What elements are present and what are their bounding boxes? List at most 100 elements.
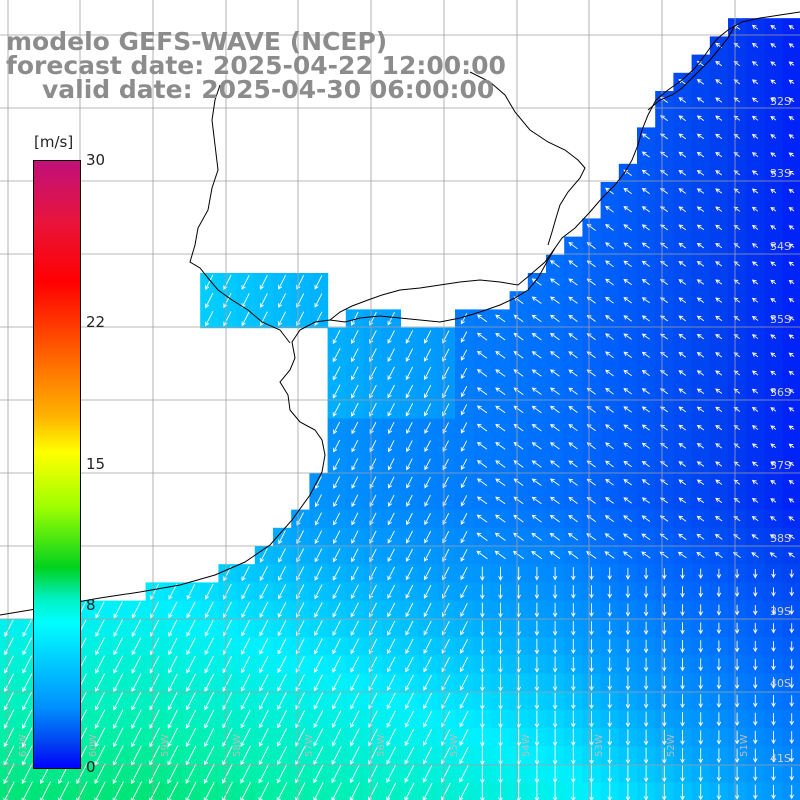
wind-arrow [734, 658, 740, 671]
wind-arrow [696, 79, 705, 85]
wind-arrow [715, 170, 723, 176]
wind-arrow [460, 530, 468, 544]
wind-arrow [277, 620, 287, 637]
wind-arrow [607, 747, 612, 765]
wind-arrow [405, 548, 414, 563]
wind-arrow [696, 133, 705, 140]
wind-arrow [770, 206, 777, 212]
wind-arrow [259, 674, 269, 692]
wind-arrow [788, 279, 795, 285]
wind-arrow [552, 584, 558, 600]
wind-arrow [424, 422, 431, 434]
wind-arrow [314, 293, 323, 308]
wind-arrow [531, 514, 542, 523]
wind-arrow [734, 568, 740, 579]
wind-arrow [715, 151, 723, 158]
wind-arrow [696, 515, 705, 522]
wind-arrow [678, 388, 687, 395]
wind-arrow [788, 389, 795, 394]
wind-arrow [513, 532, 524, 541]
wind-arrow [753, 658, 758, 671]
wind-arrow [423, 584, 432, 599]
wind-arrow [498, 728, 503, 747]
wind-arrow [222, 673, 233, 692]
wind-arrow [460, 476, 468, 489]
wind-arrow [605, 205, 614, 213]
wind-arrow [516, 602, 521, 618]
wind-arrow [95, 655, 105, 674]
wind-arrow [789, 731, 794, 745]
wind-arrow [607, 621, 612, 636]
wind-arrow [422, 746, 433, 765]
wind-arrow [94, 763, 106, 785]
wind-arrow [769, 552, 777, 558]
wind-arrow [641, 333, 650, 340]
wind-cell [782, 91, 800, 110]
wind-arrow [22, 691, 33, 711]
wind-arrow [623, 424, 632, 431]
wind-arrow [130, 781, 143, 800]
wind-arrow [423, 403, 432, 417]
wind-arrow [751, 388, 759, 394]
wind-arrow [185, 709, 197, 729]
wind-arrow [368, 656, 378, 673]
wind-arrow [76, 781, 88, 800]
wind-arrow [331, 728, 342, 747]
wind-arrow [698, 748, 703, 764]
wind-arrow [788, 170, 795, 175]
wind-arrow [715, 206, 723, 212]
wind-arrow [350, 710, 360, 728]
wind-arrow [605, 242, 614, 249]
latitude-label: 32S [770, 95, 791, 108]
wind-arrow [716, 766, 722, 782]
wind-arrow [770, 43, 777, 48]
wind-arrow [623, 333, 632, 340]
wind-arrow [571, 603, 576, 618]
wind-arrow [205, 274, 214, 291]
wind-arrow [568, 351, 578, 359]
wind-arrow [625, 783, 631, 800]
colorbar-unit: [m/s] [34, 133, 74, 151]
wind-arrow [625, 711, 631, 728]
wind-arrow [641, 351, 650, 358]
wind-cell [782, 400, 800, 420]
wind-arrow [734, 676, 740, 690]
wind-arrow [789, 695, 794, 708]
wind-arrow [751, 279, 759, 285]
wind-arrow [549, 314, 560, 323]
wind-arrow [623, 242, 632, 249]
wind-arrow [698, 640, 703, 653]
wind-arrow [789, 749, 794, 763]
wind-arrow [549, 478, 560, 486]
wind-arrow [715, 242, 723, 249]
wind-arrow [696, 242, 705, 249]
wind-arrow [149, 763, 161, 785]
wind-arrow [349, 746, 360, 765]
wind-arrow [604, 533, 615, 541]
wind-arrow [241, 293, 250, 309]
wind-arrow [549, 423, 560, 432]
wind-arrow [714, 533, 723, 540]
wind-arrow [753, 569, 758, 579]
wind-arrow [643, 747, 649, 764]
wind-arrow [696, 424, 705, 431]
wind-arrow [788, 97, 795, 103]
wind-arrow [534, 656, 540, 673]
wind-cell [782, 546, 800, 565]
wind-arrow [168, 619, 178, 637]
wind-arrow [480, 566, 485, 581]
wind-arrow [680, 568, 685, 580]
wind-arrow [131, 673, 142, 693]
wind-arrow [643, 729, 649, 746]
wind-arrow [770, 279, 777, 285]
wind-arrow [549, 496, 560, 505]
wind-arrow [678, 279, 687, 285]
wind-arrow [589, 765, 594, 783]
wind-arrow [3, 709, 15, 729]
wind-arrow [643, 603, 649, 617]
wind-arrow [259, 311, 268, 327]
wind-arrow [531, 387, 542, 395]
wind-arrow [643, 639, 649, 654]
wind-arrow [696, 479, 705, 485]
wind-arrow [423, 692, 433, 710]
